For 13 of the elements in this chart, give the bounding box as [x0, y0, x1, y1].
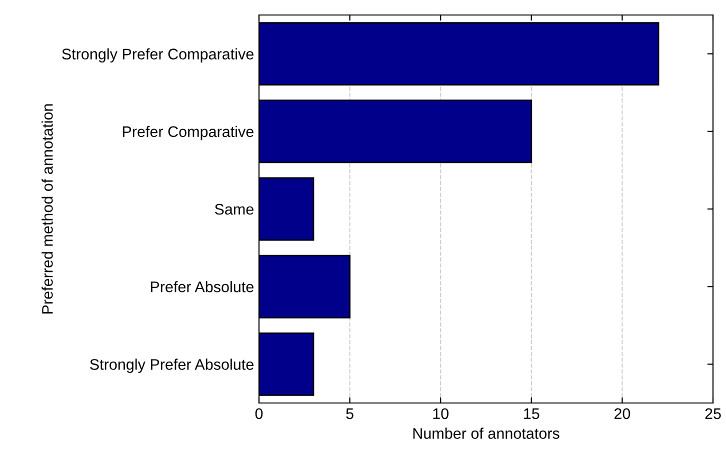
x-tick-label: 10 — [433, 408, 448, 420]
y-axis-title: Preferred method of annotation — [42, 104, 53, 314]
y-tick-label: Strongly Prefer Absolute — [90, 358, 254, 373]
x-tick-label: 20 — [614, 408, 630, 420]
y-tick-label: Same — [214, 204, 254, 215]
x-axis-title: Number of annotators — [413, 428, 560, 439]
x-tick-label: 25 — [705, 408, 721, 420]
y-tick-label: Strongly Prefer Comparative — [62, 48, 254, 63]
x-tick-label: 0 — [255, 408, 263, 420]
x-tick-label: 15 — [524, 408, 540, 420]
x-tick-label: 5 — [346, 408, 354, 420]
y-tick-label: Prefer Absolute — [150, 281, 254, 292]
y-tick-label: Prefer Comparative — [122, 126, 254, 140]
